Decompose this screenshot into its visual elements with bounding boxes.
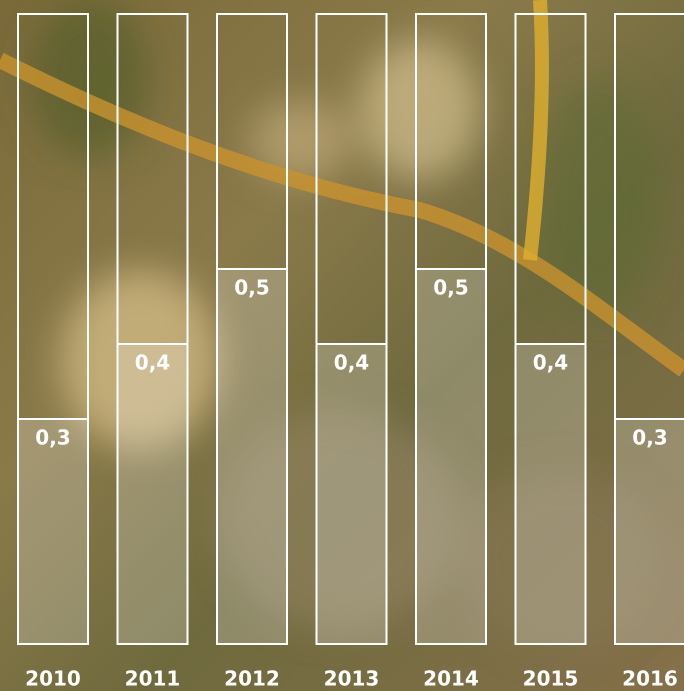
value-label: 0,5: [433, 276, 468, 300]
value-label: 0,4: [334, 351, 369, 375]
x-tick-label: 2012: [224, 667, 280, 691]
bar-fill: [317, 344, 387, 644]
x-tick-label: 2013: [324, 667, 380, 691]
bar-fill: [615, 419, 684, 644]
chart: 0,3 2010 0,4 2011 0,5 2012 0,4 2013 0,5 2014 0,4 20…: [0, 0, 684, 691]
page: 0,3 2010 0,4 2011 0,5 2012 0,4 2013 0,5 2014 0,4 20…: [0, 0, 684, 691]
value-label: 0,4: [533, 351, 568, 375]
bar-fill: [118, 344, 188, 644]
value-label: 0,4: [135, 351, 170, 375]
x-tick-label: 2010: [25, 667, 81, 691]
bar-fill: [416, 269, 486, 644]
bar-fill: [217, 269, 287, 644]
x-tick-label: 2011: [125, 667, 181, 691]
value-label: 0,3: [632, 426, 667, 450]
x-tick-label: 2016: [622, 667, 678, 691]
x-tick-label: 2014: [423, 667, 479, 691]
value-label: 0,3: [35, 426, 70, 450]
value-label: 0,5: [234, 276, 269, 300]
bar-fill: [18, 419, 88, 644]
bar-fill: [516, 344, 586, 644]
x-tick-label: 2015: [523, 667, 579, 691]
